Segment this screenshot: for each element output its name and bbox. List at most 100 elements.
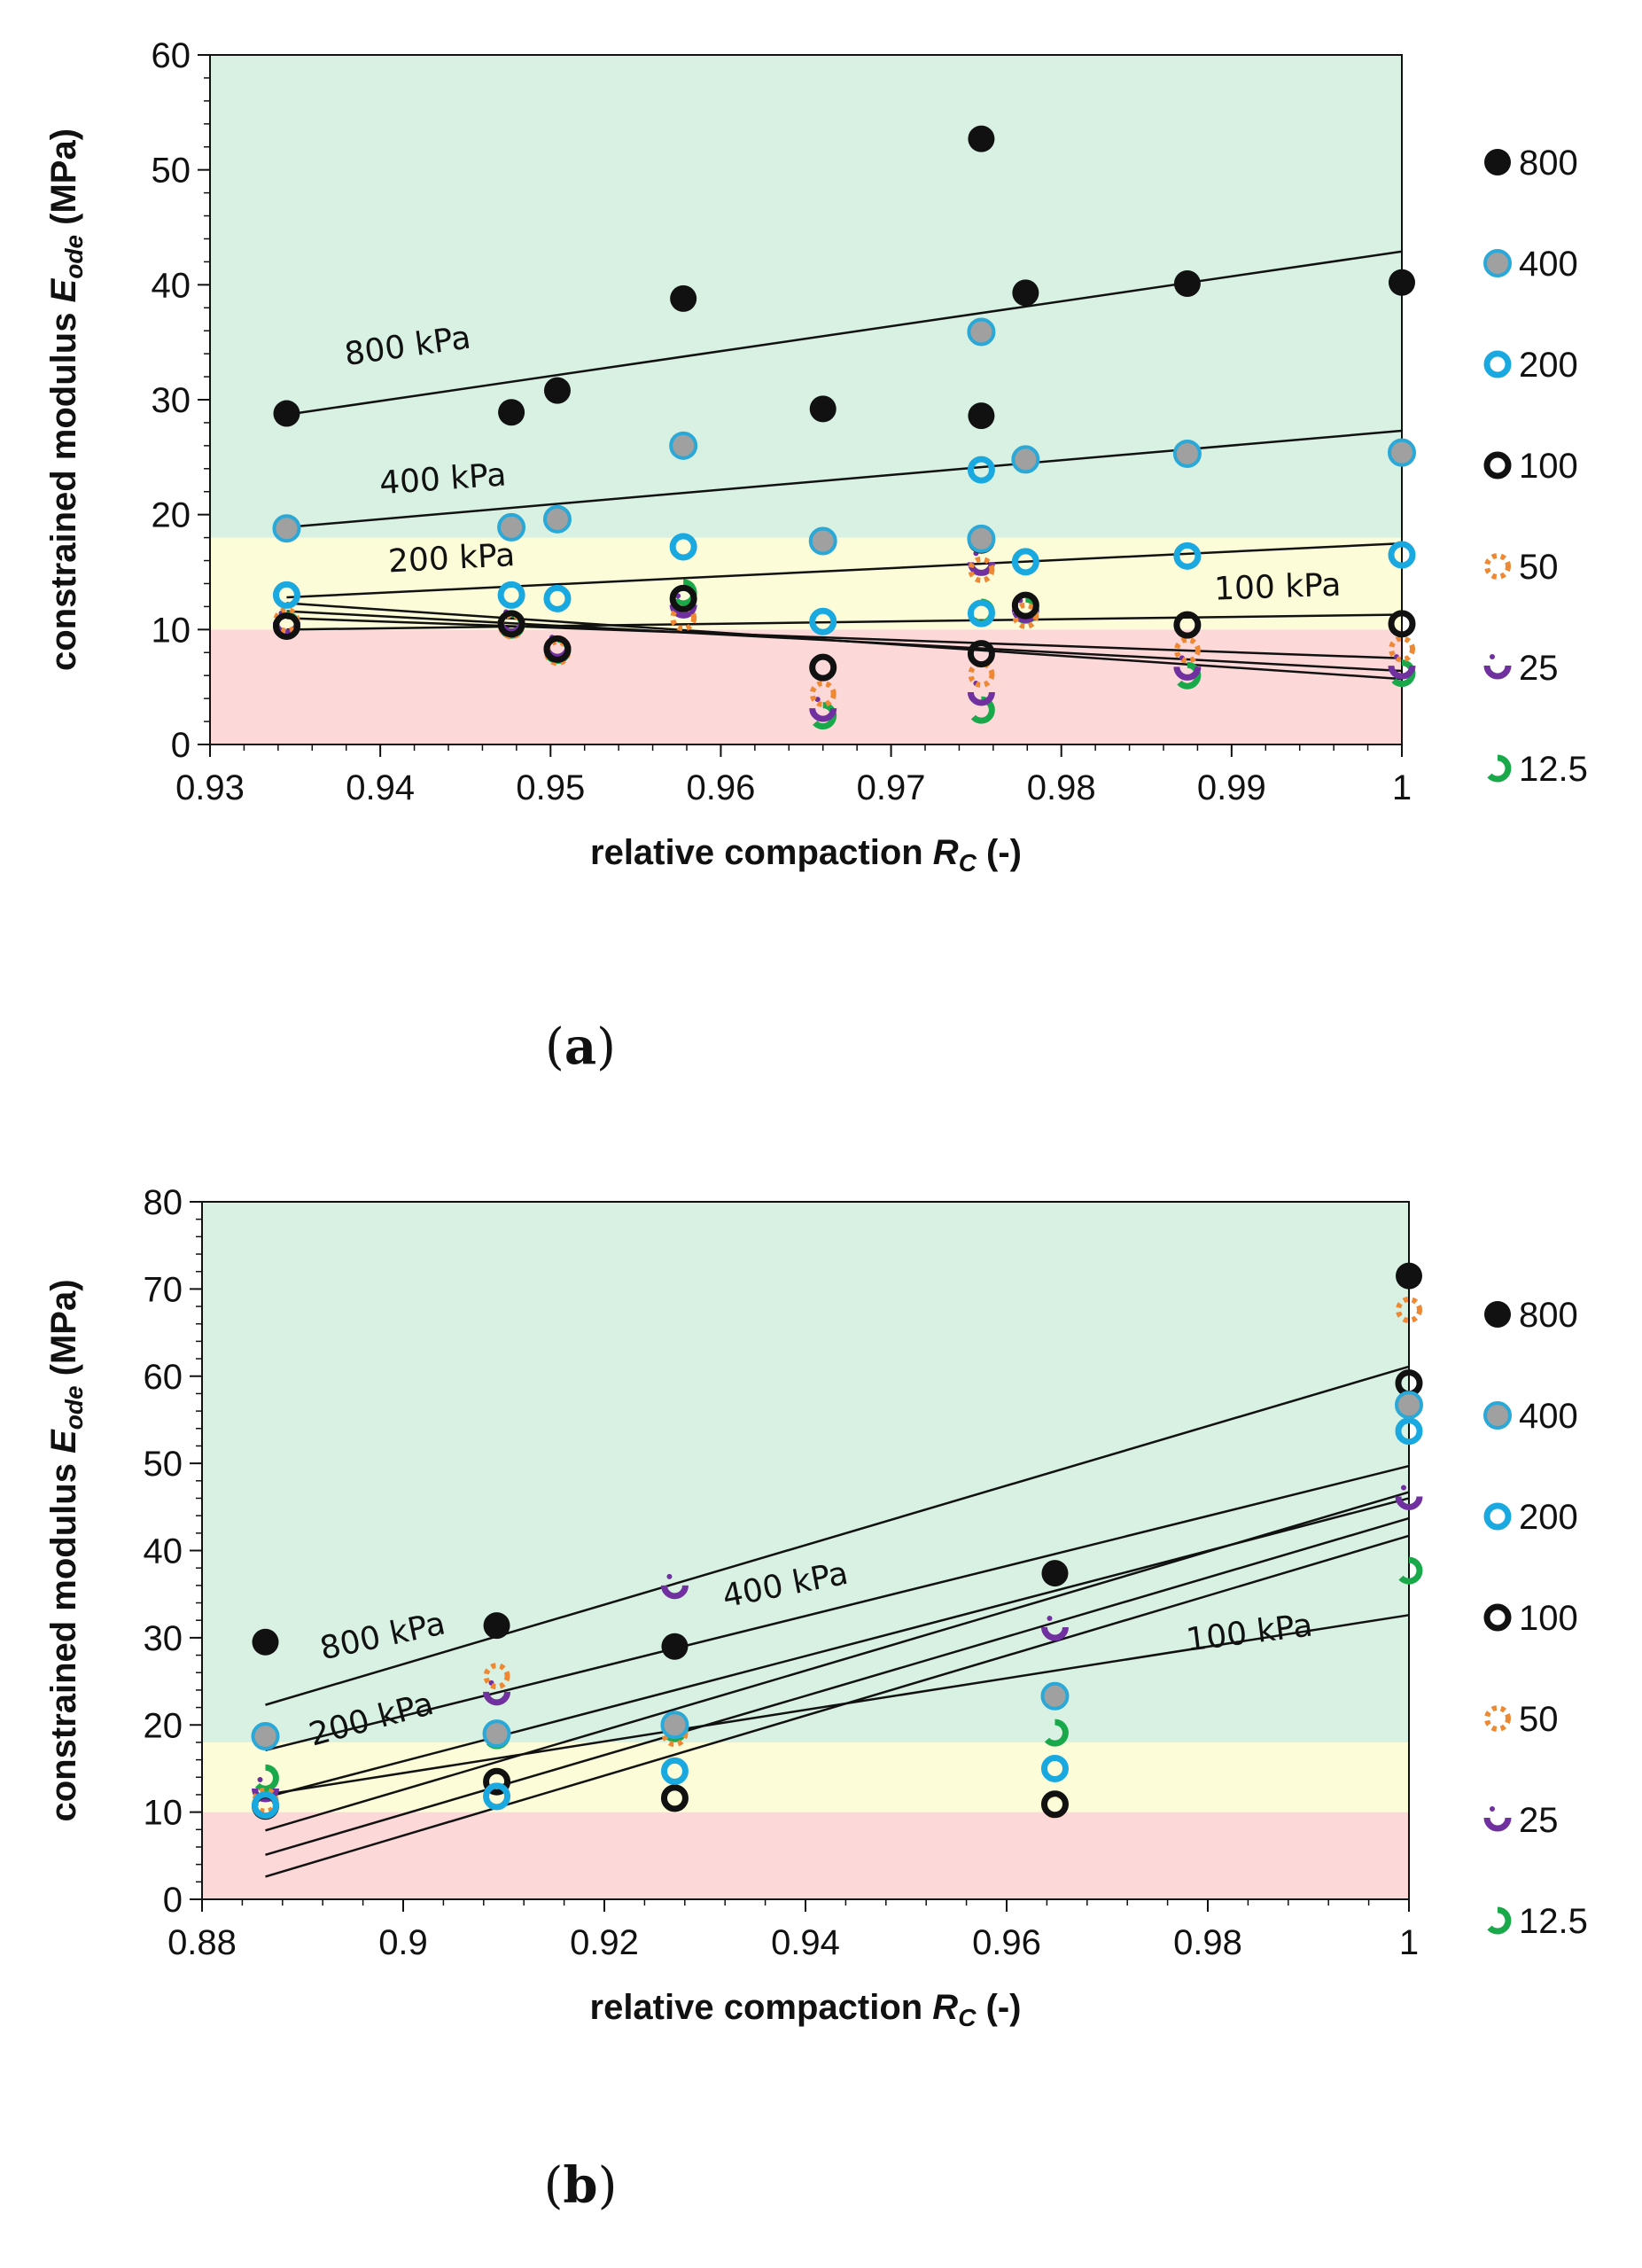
data-point-100 [669, 584, 697, 612]
x-tick-label: 1 [1392, 768, 1412, 807]
legend-label: 100 [1519, 1599, 1578, 1638]
data-point-400 [967, 524, 996, 553]
legend-label: 400 [1519, 245, 1578, 284]
y-tick-label: 60 [152, 36, 191, 75]
legend-marker [1483, 350, 1512, 378]
trendline [286, 250, 1403, 417]
x-axis-label-a: relative compaction RC (-) [590, 833, 1022, 877]
data-point-25 [660, 1573, 689, 1600]
x-tick-label: 0.88 [167, 1923, 237, 1962]
data-point-400 [1395, 1391, 1423, 1420]
y-tick-label: 30 [144, 1619, 183, 1658]
data-point-50 [968, 660, 995, 688]
chart-panel-b: 0 10 20 30 40 50 60 70 80 0.88 0.9 0.92 0.94 0.96 0.98… [44, 1183, 1423, 2031]
x-axis-label-b: relative compaction RC (-) [590, 1988, 1022, 2031]
trendline [286, 602, 1403, 681]
legend-marker [1483, 1401, 1512, 1430]
data-point-800 [273, 400, 300, 427]
data-point-25 [252, 1777, 280, 1803]
y-tick-label: 50 [152, 152, 191, 191]
data-point-100 [809, 653, 837, 682]
data-point-800 [252, 1628, 279, 1656]
legend-label: 25 [1519, 1801, 1559, 1840]
x-tick-label: 0.97 [857, 768, 926, 807]
data-point-50 [1389, 635, 1415, 663]
data-point-12-5 [1044, 1719, 1069, 1747]
legend-label: 200 [1519, 346, 1578, 385]
data-point-100 [272, 612, 300, 640]
trendline [286, 429, 1403, 529]
data-point-100 [967, 640, 995, 668]
data-point-25 [1395, 1485, 1423, 1510]
y-tick-label: 30 [152, 381, 191, 420]
y-tick-label: 20 [152, 496, 191, 535]
trendline [265, 1614, 1410, 1796]
y-tick-label: 0 [171, 726, 191, 765]
x-tick-label: 0.96 [972, 1923, 1041, 1962]
data-point-200 [543, 584, 572, 612]
legend-marker [1484, 553, 1511, 580]
y-axis-label-b: constrained modulus Eode (MPa) [44, 1279, 88, 1821]
data-point-200 [497, 581, 525, 609]
trendline [286, 613, 1403, 631]
legend-label: 400 [1519, 1397, 1578, 1436]
y-tick-label: 60 [144, 1358, 183, 1397]
zone-red-b [202, 1812, 1409, 1899]
data-point-400 [967, 317, 996, 347]
legend-label: 12.5 [1519, 1902, 1588, 1941]
legend-label: 100 [1519, 447, 1578, 486]
data-point-100 [483, 1767, 511, 1796]
legend-marker [1487, 754, 1512, 783]
legend-marker [1484, 149, 1511, 175]
data-point-800 [1173, 270, 1201, 298]
data-point-100 [1011, 591, 1039, 620]
legend-item-50: 50 [1484, 1700, 1559, 1739]
x-tick-label: 0.95 [516, 768, 585, 807]
data-point-400 [497, 512, 526, 542]
data-point-100 [1388, 610, 1416, 638]
data-point-800 [543, 377, 571, 404]
y-tick-label: 80 [144, 1183, 183, 1222]
legend-marker [1484, 1301, 1511, 1328]
legend-item-400: 400 [1483, 245, 1578, 284]
data-point-12-5 [1177, 661, 1202, 690]
data-point-100 [660, 1784, 689, 1812]
trendline [265, 1365, 1410, 1706]
zone-green-b [202, 1202, 1409, 1742]
zone-yellow-b [202, 1742, 1409, 1812]
legend-marker [1484, 1705, 1511, 1732]
legend-marker [1483, 1806, 1512, 1832]
legend-item-100: 100 [1483, 447, 1578, 486]
data-point-200 [669, 533, 697, 561]
y-tick-label: 10 [152, 611, 191, 650]
data-point-400 [272, 514, 301, 543]
legend-item-200: 200 [1483, 1498, 1578, 1537]
data-point-200 [1040, 1754, 1069, 1782]
x-tick-label: 1 [1399, 1923, 1419, 1962]
y-tick-label: 70 [144, 1270, 183, 1309]
legend-marker [1483, 1603, 1512, 1632]
data-point-400 [1040, 1681, 1070, 1711]
data-point-400 [482, 1719, 511, 1749]
data-point-400 [669, 431, 698, 460]
data-point-400 [1172, 439, 1202, 468]
zone-green-a [210, 55, 1402, 538]
data-point-400 [1388, 438, 1416, 467]
y-tick-label: 40 [144, 1532, 183, 1571]
legend-marker [1483, 1502, 1512, 1531]
trendline [286, 542, 1403, 599]
legend-item-800: 800 [1484, 1296, 1578, 1335]
chart-panel-a: 0 10 20 30 40 50 60 0.93 0.94 0.95 0.96 0.97 0.98 0.9… [44, 36, 1416, 877]
legend-label: 50 [1519, 1700, 1559, 1739]
legend-item-400: 400 [1483, 1397, 1578, 1436]
legend-item-12-5: 12.5 [1487, 750, 1588, 789]
panel-label-b: (b) [544, 2156, 618, 2215]
data-point-25 [809, 697, 837, 722]
x-tick-label: 0.94 [771, 1923, 840, 1962]
legend-marker [1487, 1906, 1512, 1935]
data-point-12-5 [1391, 659, 1416, 688]
data-point-50 [968, 556, 995, 583]
legend-item-12-5: 12.5 [1487, 1902, 1588, 1941]
legend-label: 800 [1519, 144, 1578, 183]
